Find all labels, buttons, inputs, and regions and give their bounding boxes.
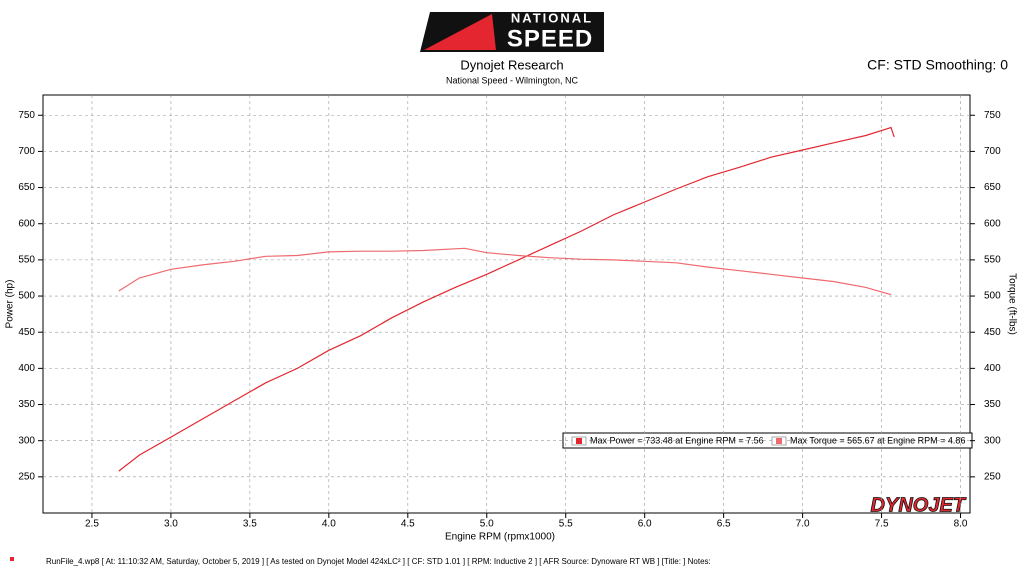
legend-marker (776, 438, 782, 444)
y2-tick-label: 350 (984, 399, 1001, 410)
y2-tick-label: 750 (984, 110, 1001, 121)
x-tick-label: 7.5 (875, 519, 889, 530)
x-tick-label: 5.5 (559, 519, 573, 530)
y2-tick-label: 600 (984, 218, 1001, 229)
y-tick-label: 600 (18, 218, 35, 229)
legend-label: Max Torque = 565.67 at Engine RPM = 4.86 (790, 435, 965, 445)
series-line (118, 126, 895, 472)
y2-tick-label: 700 (984, 146, 1001, 157)
status-icon (10, 557, 14, 561)
y-tick-label: 300 (18, 435, 35, 446)
y-tick-label: 450 (18, 327, 35, 338)
x-tick-label: 6.5 (717, 519, 731, 530)
series-line (118, 247, 892, 296)
plot-area (42, 94, 971, 514)
x-tick-label: 4.0 (322, 519, 336, 530)
x-tick-label: 3.5 (243, 519, 257, 530)
x-tick-label: 4.5 (401, 519, 415, 530)
x-tick-label: 7.0 (796, 519, 810, 530)
legend-label: Max Power = 733.48 at Engine RPM = 7.56 (590, 435, 764, 445)
logo-top: NATIONAL (511, 10, 593, 25)
chart-subtitle: National Speed - Wilmington, NC (446, 75, 579, 85)
y-tick-label: 550 (18, 255, 35, 266)
chart-title: Dynojet Research (460, 57, 563, 72)
y2-tick-label: 400 (984, 363, 1001, 374)
logo-swoosh (424, 14, 496, 50)
y-tick-label: 650 (18, 182, 35, 193)
y-tick-label: 750 (18, 110, 35, 121)
y-tick-label: 400 (18, 363, 35, 374)
x-tick-label: 8.0 (954, 519, 968, 530)
x-axis-label: Engine RPM (rpmx1000) (445, 532, 555, 543)
logo: NATIONAL SPEED (420, 10, 604, 52)
y2-tick-label: 300 (984, 435, 1001, 446)
y-tick-label: 500 (18, 291, 35, 302)
y-tick-label: 700 (18, 146, 35, 157)
brand-logo: DYNOJET (871, 494, 967, 516)
y2-tick-label: 550 (984, 255, 1001, 266)
logo-bottom: SPEED (507, 25, 593, 52)
y2-axis-label: Torque (ft-lbs) (1006, 273, 1017, 335)
y2-tick-label: 650 (984, 182, 1001, 193)
footer: RunFile_4.wp8 [ At: 11:10:32 AM, Saturda… (46, 557, 711, 566)
x-tick-label: 5.0 (480, 519, 494, 530)
x-tick-label: 6.0 (638, 519, 652, 530)
y-tick-label: 350 (18, 399, 35, 410)
legend-marker (576, 438, 582, 444)
x-tick-label: 3.0 (164, 519, 178, 530)
y-tick-label: 250 (18, 471, 35, 482)
x-tick-label: 2.5 (85, 519, 99, 530)
settings-label: CF: STD Smoothing: 0 (867, 57, 1008, 73)
y2-tick-label: 250 (984, 471, 1001, 482)
y2-tick-label: 450 (984, 327, 1001, 338)
y-axis-label: Power (hp) (5, 280, 16, 329)
y2-tick-label: 500 (984, 291, 1001, 302)
